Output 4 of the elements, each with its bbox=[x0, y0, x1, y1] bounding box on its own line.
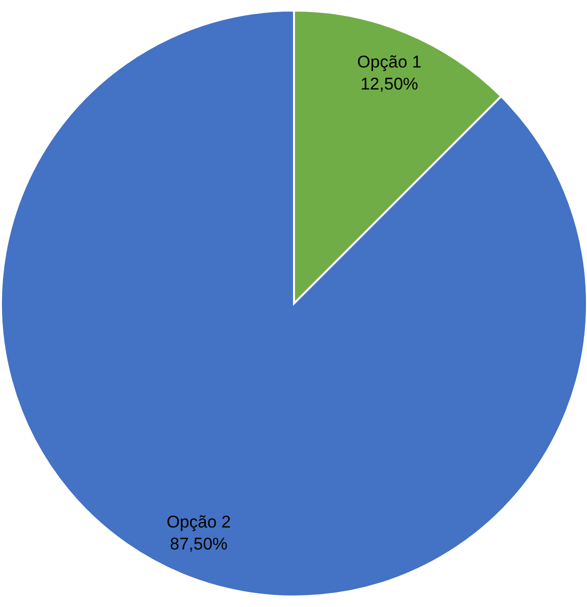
slice-label: Opção 1 bbox=[357, 52, 422, 72]
data-label: 12,50% bbox=[360, 74, 418, 94]
data-label: 87,50% bbox=[170, 534, 228, 554]
slice-label: Opção 2 bbox=[166, 512, 231, 532]
